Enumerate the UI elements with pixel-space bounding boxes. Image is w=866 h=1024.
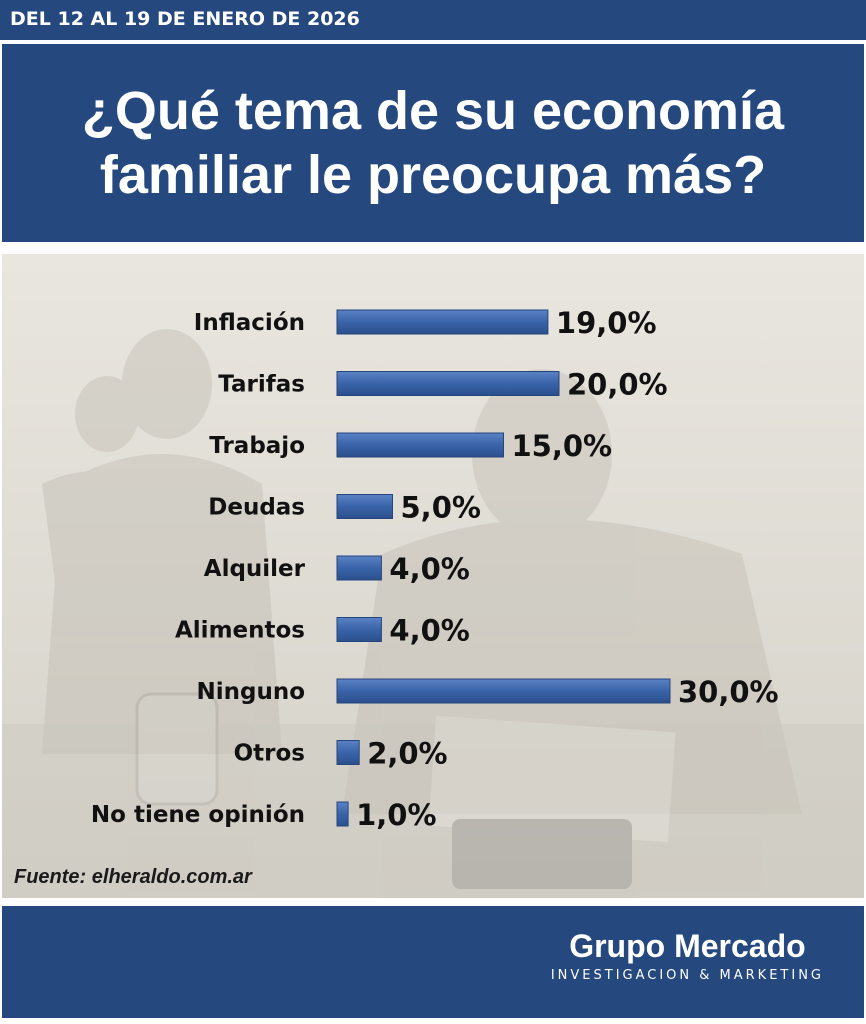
- category-label: Alimentos: [175, 618, 305, 644]
- date-banner: DEL 12 AL 19 DE ENERO DE 2026: [0, 0, 866, 40]
- source-note: Fuente: elheraldo.com.ar: [14, 866, 252, 888]
- chart-panel: Inflación 19,0% Tarifas 20,0% Trabajo 15,0% De…: [2, 254, 864, 898]
- category-label: Trabajo: [209, 433, 305, 459]
- category-label: Ninguno: [196, 679, 305, 705]
- brand-name: Grupo Mercado: [569, 928, 806, 964]
- bar: [336, 494, 393, 519]
- bar: [336, 432, 504, 458]
- title-box: ¿Qué tema de su economía familiar le pre…: [2, 44, 864, 242]
- bar: [336, 740, 360, 765]
- date-range: DEL 12 AL 19 DE ENERO DE 2026: [10, 8, 360, 30]
- bar: [336, 801, 349, 827]
- category-label: Alquiler: [204, 556, 306, 582]
- background-illustration: [2, 329, 864, 898]
- bar: [336, 617, 382, 642]
- category-label: Deudas: [208, 495, 305, 521]
- bar: [336, 309, 549, 335]
- title-line-2: familiar le preocupa más?: [99, 145, 767, 205]
- data-label: 4,0%: [389, 552, 469, 586]
- title-line-1: ¿Qué tema de su economía: [81, 81, 785, 141]
- category-label: Inflación: [194, 310, 305, 336]
- data-label: 20,0%: [567, 368, 668, 402]
- data-label: 1,0%: [356, 798, 436, 832]
- data-label: 4,0%: [389, 614, 469, 648]
- footer-banner: Grupo Mercado INVESTIGACION & MARKETING: [2, 906, 864, 1018]
- bar: [336, 555, 382, 581]
- data-label: 30,0%: [678, 675, 779, 709]
- data-label: 19,0%: [556, 306, 657, 340]
- category-label: Tarifas: [218, 372, 305, 398]
- data-label: 5,0%: [401, 491, 481, 525]
- data-label: 2,0%: [367, 737, 447, 771]
- bar-chart: Inflación 19,0% Tarifas 20,0% Trabajo 15,0% De…: [91, 306, 779, 832]
- bar: [336, 678, 671, 704]
- brand-logo: Grupo Mercado INVESTIGACION & MARKETING: [551, 926, 824, 983]
- category-label: No tiene opinión: [91, 802, 305, 828]
- category-label: Otros: [234, 741, 305, 767]
- brand-tagline: INVESTIGACION & MARKETING: [550, 968, 824, 983]
- bar: [336, 371, 560, 396]
- data-label: 15,0%: [512, 429, 613, 463]
